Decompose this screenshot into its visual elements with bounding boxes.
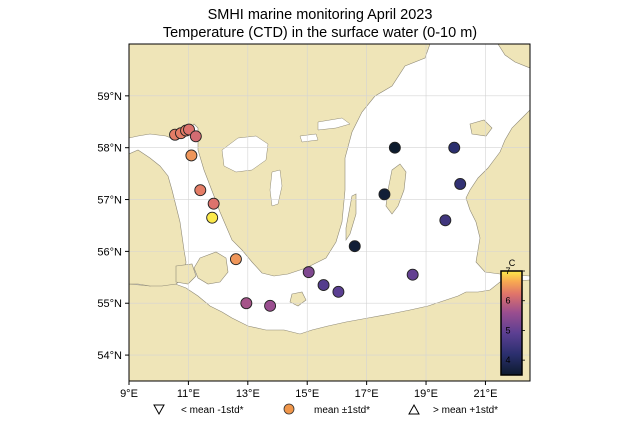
x-tick-label: 19°E [414, 388, 438, 400]
x-tick-label: 15°E [295, 388, 319, 400]
land-saaremaa [469, 119, 493, 137]
x-tick-label: 17°E [355, 388, 379, 400]
y-tick-label: 55°N [97, 298, 122, 310]
land-jutland [129, 149, 187, 287]
map-grid [129, 44, 530, 381]
land-zealand [193, 251, 229, 285]
colorbar: C 4 5 6 7 [500, 258, 525, 376]
x-tick-label: 13°E [236, 388, 260, 400]
colorbar-tick-label: 7 [505, 266, 510, 276]
land-oland [345, 193, 357, 241]
legend-circle-icon [283, 403, 295, 415]
station-marker [448, 141, 461, 154]
lake-vanern [221, 135, 269, 173]
lake-hjalmaren [299, 133, 319, 143]
station-marker [454, 178, 467, 190]
colorbar-ticks: 4 5 6 7 [505, 266, 525, 365]
y-tick-label: 56°N [97, 246, 122, 258]
station-marker [317, 279, 330, 292]
lake-malaren [317, 117, 351, 131]
legend-label-below-mean: < mean -1std* [181, 405, 244, 416]
map-title-line-2: Temperature (CTD) in the surface water (… [162, 25, 478, 41]
x-tick-label: 21°E [473, 388, 497, 400]
colorbar-unit: C [509, 258, 516, 268]
legend-label-within-mean: mean ±1std* [314, 405, 370, 416]
y-tick-label: 58°N [97, 143, 122, 155]
station-marker [194, 184, 207, 197]
colorbar-tick-label: 6 [505, 296, 510, 306]
colorbar-gradient [500, 270, 523, 376]
station-marker [264, 299, 277, 312]
station-marker [388, 141, 401, 154]
station-marker [206, 211, 219, 224]
station-marker [207, 197, 220, 210]
colorbar-tick-label: 4 [505, 355, 510, 365]
marker-legend: < mean -1std* mean ±1std* > mean +1std* [153, 403, 498, 416]
station-marker [332, 285, 345, 298]
y-tick-label: 57°N [97, 195, 122, 207]
legend-triangle-up-icon [408, 403, 420, 415]
land-funen [175, 263, 197, 285]
station-markers [169, 123, 467, 312]
legend-label-above-mean: > mean +1std* [433, 405, 498, 416]
x-tick-label: 11°E [177, 388, 200, 400]
station-marker [378, 188, 391, 201]
station-marker [185, 149, 198, 162]
station-marker [189, 130, 202, 143]
land-layer [129, 44, 530, 381]
land-baltics-north [465, 109, 530, 277]
map-frame [128, 43, 531, 382]
x-axis-ticks: 9°E 11°E 13°E 15°E 17°E 19°E 21°E [120, 381, 497, 400]
lake-vattern [269, 169, 283, 207]
land-finland [497, 44, 530, 69]
station-marker [302, 266, 315, 279]
colorbar-tick-label: 5 [505, 325, 510, 335]
legend-triangle-down-icon [153, 404, 165, 416]
y-axis-ticks: 54°N 55°N 56°N 57°N 58°N 59°N [97, 91, 129, 362]
station-marker [229, 253, 242, 266]
station-marker [348, 240, 361, 253]
y-tick-label: 59°N [97, 91, 122, 103]
y-tick-label: 54°N [97, 350, 122, 362]
map-title-line-1: SMHI marine monitoring April 2023 [207, 7, 433, 23]
x-tick-label: 9°E [120, 388, 138, 400]
station-marker [240, 297, 253, 310]
station-marker [439, 214, 452, 227]
station-marker [406, 268, 419, 281]
land-south-coast [129, 279, 530, 381]
